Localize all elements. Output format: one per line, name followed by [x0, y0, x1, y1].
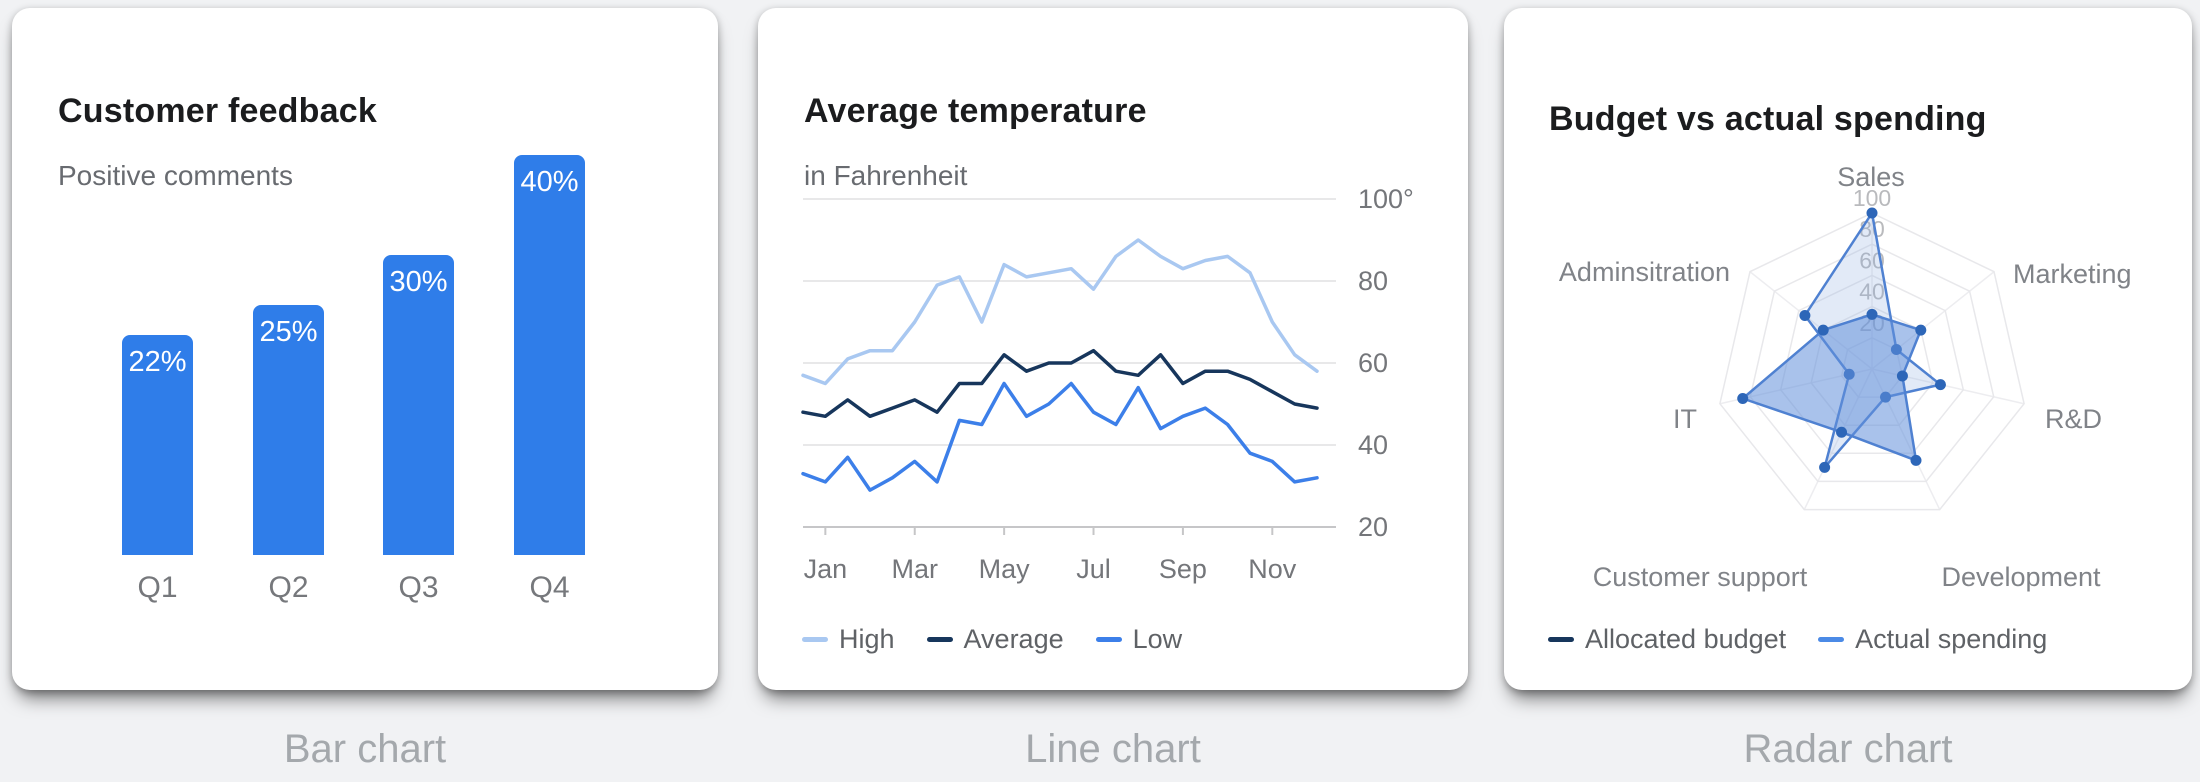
y-tick-label: 100° [1358, 184, 1414, 214]
radar-data-point [1896, 370, 1908, 382]
radar-axis-label: Development [1941, 562, 2101, 592]
radar-data-point [1915, 324, 1927, 336]
bar: 30% [383, 255, 454, 555]
bar-value-label: 22% [128, 346, 187, 378]
radar-data-point [1836, 426, 1848, 438]
bar-value-label: 25% [259, 316, 318, 348]
bar-card-title: Customer feedback [58, 92, 377, 130]
bar-category-label: Q1 [137, 571, 178, 604]
radar-axis-label: IT [1673, 404, 1697, 434]
radar-data-point [1934, 379, 1946, 391]
radar-ring [1779, 274, 1965, 455]
radar-chart: 10080604020SalesMarketingR&DDevelopmentC… [1559, 162, 2132, 592]
x-tick-label: May [979, 554, 1031, 584]
y-tick-label: 20 [1358, 512, 1388, 542]
line-chart-legend: High Average Low [802, 624, 1182, 655]
radar-chart-legend: Allocated budget Actual spending [1548, 624, 2047, 655]
y-tick-label: 40 [1358, 430, 1388, 460]
radar-chart-card: Budget vs actual spending 10080604020Sal… [1504, 8, 2192, 690]
line-series-average [801, 348, 1319, 419]
legend-label: Actual spending [1855, 624, 2048, 654]
radar-series-actual-spending [1741, 313, 1923, 462]
line-chart-card: Average temperature in Fahrenheit 100° 80… [758, 8, 1468, 690]
x-tick-label: Nov [1248, 554, 1297, 584]
radar-axis-label: Marketing [2013, 259, 2132, 289]
line-chart: 100° 80 60 40 20 Jan Mar May Jul Sep Nov [801, 184, 1414, 584]
line-series-low [801, 381, 1319, 492]
radar-data-point [1910, 454, 1922, 466]
bar: 25% [253, 305, 324, 555]
y-tick-label: 80 [1358, 266, 1388, 296]
radar-ring [1719, 212, 2025, 511]
bar-card-subtitle: Positive comments [58, 160, 293, 191]
legend-label: Allocated budget [1585, 624, 1787, 654]
legend-swatch [1095, 637, 1122, 642]
legend-item: Actual spending [1818, 624, 2047, 655]
legend-label: High [839, 624, 895, 654]
bar-category-label: Q3 [398, 571, 439, 604]
x-tick-label: Mar [891, 554, 938, 584]
legend-swatch [1548, 637, 1574, 642]
legend-item: Allocated budget [1548, 624, 1786, 655]
x-tick-label: Jul [1076, 554, 1111, 584]
radar-data-point [1866, 308, 1878, 320]
radar-axis-label: Adminsitration [1559, 257, 1730, 287]
radar-data-point [1819, 461, 1831, 473]
line-series-high [801, 238, 1319, 386]
legend-item: High [802, 624, 895, 655]
legend-label: Average [963, 624, 1064, 654]
legend-item: Low [1095, 624, 1183, 655]
legend-item: Average [926, 624, 1064, 655]
radar-data-point [1866, 207, 1878, 219]
x-tick-label: Sep [1159, 554, 1207, 584]
radar-ring [1749, 243, 1995, 483]
legend-swatch [1818, 637, 1845, 642]
bar-chart: 22% Q1 25% Q2 30% Q3 40% Q4 [12, 8, 718, 690]
radar-axis-label: Sales [1837, 162, 1905, 192]
radar-ring-label: 100 [1853, 185, 1891, 211]
radar-ring-label: 40 [1859, 279, 1885, 305]
bar: 40% [514, 155, 585, 555]
y-tick-label: 60 [1358, 348, 1388, 378]
line-card-subtitle: in Fahrenheit [804, 160, 968, 191]
radar-data-point [1799, 310, 1811, 322]
line-card-title: Average temperature [804, 92, 1147, 130]
bar-value-label: 30% [389, 266, 448, 298]
bar-chart-card: Customer feedback Positive comments 22% Q… [12, 8, 718, 690]
x-tick-label: Jan [804, 554, 848, 584]
radar-ring-label: 80 [1859, 216, 1885, 242]
radar-axis-label: Customer support [1593, 562, 1808, 592]
legend-swatch [802, 637, 828, 642]
caption-bar-chart: Bar chart [283, 727, 447, 771]
bar: 22% [122, 335, 193, 555]
radar-data-point [1737, 393, 1749, 405]
radar-data-point [1817, 324, 1829, 336]
legend-swatch [926, 637, 953, 642]
caption-radar-chart: Radar chart [1743, 727, 1953, 771]
bar-category-label: Q4 [529, 571, 570, 604]
legend-label: Low [1132, 624, 1183, 654]
radar-card-title: Budget vs actual spending [1549, 100, 1987, 138]
caption-line-chart: Line chart [1025, 727, 1201, 771]
radar-axis-label: R&D [2045, 404, 2102, 434]
bar-value-label: 40% [520, 166, 579, 198]
bar-category-label: Q2 [268, 571, 309, 604]
